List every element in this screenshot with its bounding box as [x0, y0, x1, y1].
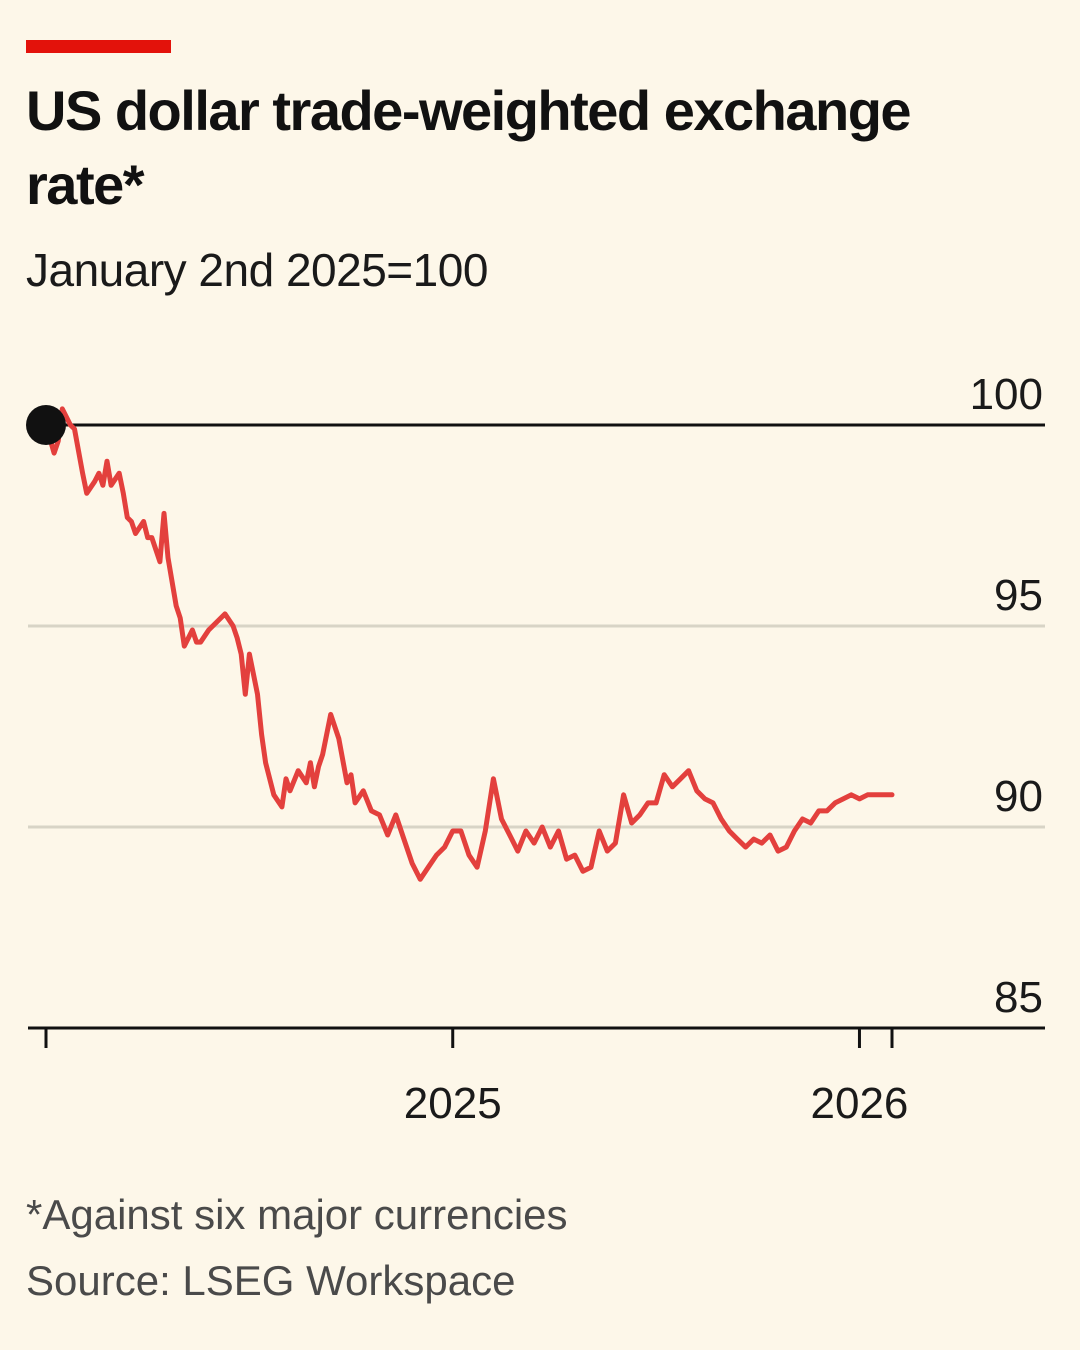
start-marker [26, 405, 66, 445]
series-line-0 [43, 406, 895, 882]
y-tick-label-95: 95 [994, 571, 1043, 620]
footnote: *Against six major currencies [26, 1191, 568, 1238]
chart-title: US dollar trade-weighted exchange rate* [26, 79, 912, 216]
grid-layer [28, 423, 1045, 829]
y-tick-label-90: 90 [994, 772, 1043, 821]
y-tick-label-100: 100 [970, 370, 1043, 419]
y-tick-label-85: 85 [994, 973, 1043, 1022]
accent-bar [26, 40, 171, 53]
label-layer: 100 95 90 85 2025 2026 [404, 370, 1043, 1128]
axis-layer [28, 1026, 1045, 1048]
x-tick-label-2025: 2025 [404, 1079, 502, 1128]
x-tick-label-2026: 2026 [811, 1079, 909, 1128]
chart-subtitle: January 2nd 2025=100 [26, 244, 488, 296]
series-layer [26, 405, 895, 882]
line-chart: 100 95 90 85 2025 2026 [26, 370, 1045, 1128]
source-note: Source: LSEG Workspace [26, 1257, 516, 1304]
